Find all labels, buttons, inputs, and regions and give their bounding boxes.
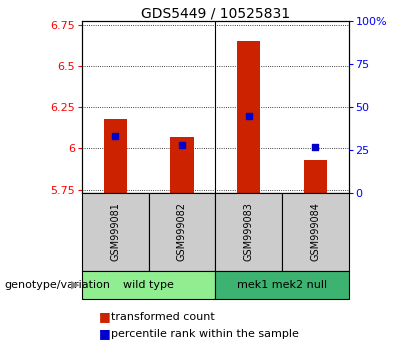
Point [178, 142, 185, 148]
Text: GSM999081: GSM999081 [110, 202, 120, 261]
Bar [170, 137, 194, 193]
Title: GDS5449 / 10525831: GDS5449 / 10525831 [141, 6, 290, 20]
Text: ■: ■ [99, 310, 110, 323]
Text: GSM999082: GSM999082 [177, 202, 187, 261]
Bar [215, 193, 282, 271]
Bar [237, 41, 260, 193]
Bar [215, 271, 349, 299]
Text: ▶: ▶ [71, 280, 79, 290]
Text: wild type: wild type [123, 280, 174, 290]
Point [245, 113, 252, 119]
Bar [149, 193, 215, 271]
Text: mek1 mek2 null: mek1 mek2 null [237, 280, 327, 290]
Bar [82, 193, 149, 271]
Text: GSM999084: GSM999084 [310, 202, 320, 261]
Text: genotype/variation: genotype/variation [4, 280, 110, 290]
Text: percentile rank within the sample: percentile rank within the sample [111, 329, 299, 339]
Text: transformed count: transformed count [111, 312, 215, 322]
Bar [82, 271, 215, 299]
Point [112, 133, 118, 139]
Point [312, 144, 319, 149]
Text: GSM999083: GSM999083 [244, 202, 254, 261]
Bar [282, 193, 349, 271]
Bar [104, 119, 127, 193]
Bar [304, 160, 327, 193]
Text: ■: ■ [99, 327, 110, 340]
